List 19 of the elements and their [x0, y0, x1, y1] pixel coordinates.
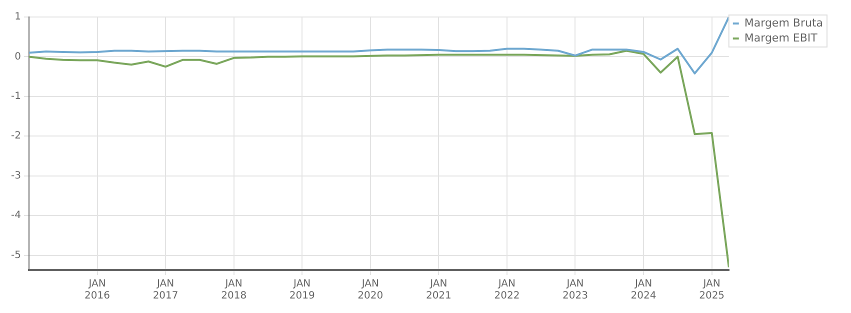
y-tick-label: -4 — [10, 210, 21, 222]
y-tick-label: 1 — [14, 12, 21, 23]
x-tick-label: JAN 2019 — [289, 278, 315, 302]
x-tick-label: JAN 2024 — [630, 278, 656, 302]
x-tick-label: JAN 2021 — [426, 278, 452, 302]
y-tick-label: -1 — [10, 91, 21, 102]
x-tick-label: JAN 2025 — [699, 278, 725, 302]
y-tick-label: -2 — [10, 130, 21, 142]
x-tick-label: JAN 2016 — [84, 278, 110, 302]
x-tick-label: JAN 2020 — [358, 278, 384, 302]
legend-label: Margem EBIT — [744, 31, 818, 44]
x-tick-label: JAN 2022 — [494, 278, 520, 302]
y-tick-label: -3 — [10, 170, 21, 182]
x-tick-label: JAN 2023 — [562, 278, 588, 302]
y-tick-label: 0 — [14, 51, 21, 62]
legend-label: Margem Bruta — [744, 16, 824, 30]
x-tick-label: JAN 2017 — [152, 278, 178, 302]
y-tick-label: -5 — [10, 250, 21, 261]
x-tick-label: JAN 2018 — [221, 278, 247, 302]
